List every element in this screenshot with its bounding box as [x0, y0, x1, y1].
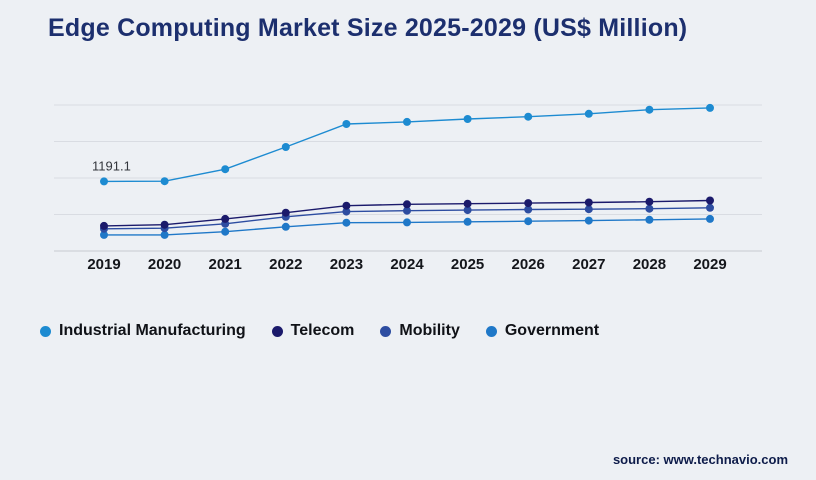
data-point-icon — [342, 207, 351, 216]
legend-item: Government — [485, 322, 600, 340]
line-chart: 2019 2020 2021 2022 2023 2024 2025 2026 2027 2028… — [54, 103, 762, 273]
data-point-icon — [100, 230, 108, 239]
legend-label: Mobility — [399, 322, 460, 339]
data-point-icon — [160, 220, 169, 229]
legend-item: Telecom — [271, 322, 355, 340]
legend-dot-icon — [380, 325, 392, 337]
legend: Industrial Manufacturing Telecom Mobility G… — [40, 322, 599, 340]
x-axis-label: 2023 — [330, 256, 363, 273]
data-point-icon — [524, 112, 533, 121]
legend-item: Industrial Manufacturing — [40, 322, 246, 340]
data-label: 1191.1 — [92, 158, 131, 173]
data-point-icon — [463, 217, 472, 226]
x-axis-label: 2024 — [390, 256, 424, 273]
x-axis-label: 2027 — [572, 256, 605, 273]
data-point-icon — [160, 230, 169, 239]
data-point-icon — [221, 165, 230, 174]
data-point-icon — [403, 206, 411, 215]
data-point-icon — [403, 218, 411, 227]
data-point-icon — [584, 205, 593, 214]
series-industrial-manufacturing — [100, 103, 714, 186]
series-government — [100, 214, 714, 239]
data-point-icon — [160, 177, 169, 186]
data-point-icon — [584, 198, 593, 207]
data-point-icon — [706, 214, 714, 223]
legend-dot-icon — [40, 325, 51, 337]
source-credit: source: www.technavio.com — [612, 452, 788, 467]
x-axis-label: 2019 — [87, 256, 120, 273]
legend-dot-icon — [485, 325, 497, 337]
data-point-icon — [463, 115, 472, 123]
x-axis-label: 2026 — [512, 256, 545, 273]
data-point-icon — [524, 199, 533, 208]
data-point-icon — [706, 196, 714, 205]
data-point-icon — [463, 206, 472, 215]
data-point-icon — [706, 203, 714, 212]
data-point-icon — [706, 103, 714, 112]
chart-title: Edge Computing Market Size 2025-2029 (US… — [48, 14, 688, 42]
series-mobility — [100, 203, 714, 233]
data-point-icon — [100, 177, 108, 186]
data-point-icon — [281, 222, 290, 231]
data-point-icon — [281, 143, 290, 151]
x-axis-label: 2022 — [269, 256, 302, 273]
x-axis-label: 2029 — [693, 256, 726, 273]
data-point-icon — [221, 214, 230, 223]
data-point-icon — [524, 217, 533, 226]
x-axis-label: 2028 — [633, 256, 666, 273]
data-point-icon — [403, 200, 411, 209]
data-point-icon — [645, 204, 654, 213]
data-point-icon — [342, 218, 351, 227]
legend-label: Telecom — [290, 322, 355, 339]
data-point-icon — [463, 199, 472, 208]
data-point-icon — [645, 105, 654, 114]
data-point-icon — [584, 109, 593, 118]
data-point-icon — [221, 227, 230, 236]
legend-item: Mobility — [380, 322, 460, 340]
data-point-icon — [645, 197, 654, 206]
legend-dot-icon — [271, 325, 283, 337]
legend-label: Industrial Manufacturing — [59, 322, 246, 339]
legend-label: Government — [504, 322, 600, 339]
series-telecom — [100, 196, 714, 230]
data-point-icon — [584, 216, 593, 225]
data-point-icon — [645, 215, 654, 224]
data-point-icon — [403, 117, 411, 126]
data-point-icon — [342, 201, 351, 210]
x-axis-label: 2025 — [451, 256, 484, 273]
data-point-icon — [524, 205, 533, 214]
data-point-icon — [100, 221, 108, 230]
x-axis-label: 2020 — [148, 256, 181, 273]
data-point-icon — [281, 208, 290, 217]
x-axis-label: 2021 — [209, 256, 242, 273]
data-point-icon — [342, 120, 351, 128]
